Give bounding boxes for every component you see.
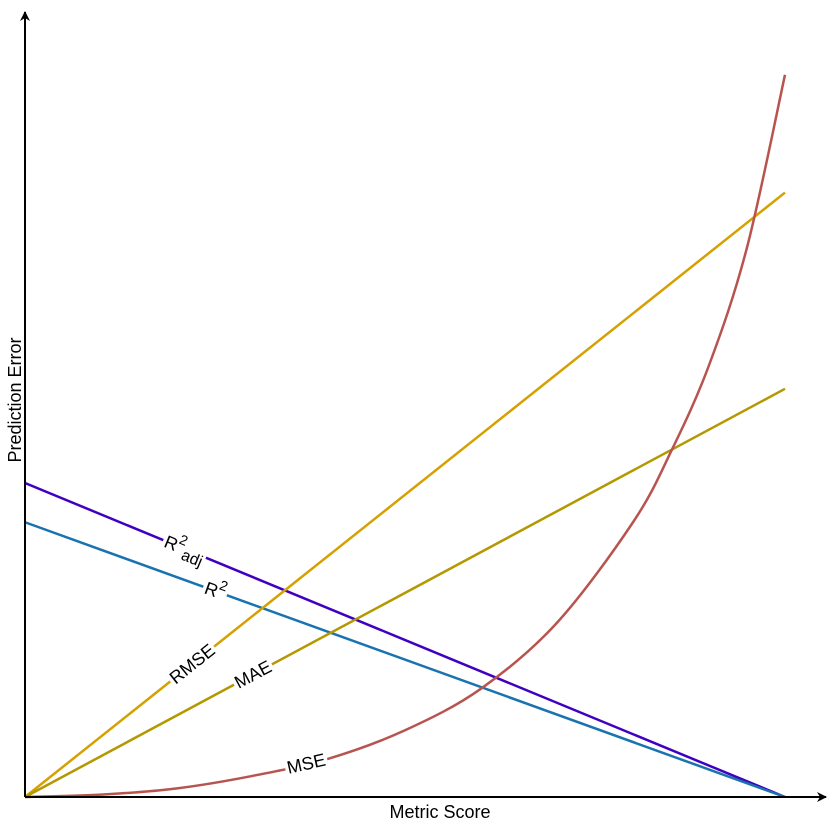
label-background (283, 752, 329, 776)
y-axis-title: Prediction Error (5, 337, 25, 462)
series-line-mse (24, 74, 787, 799)
series-label-text: R2 (202, 572, 231, 604)
label-main: RMSE (166, 640, 219, 688)
series-line-r2 (24, 521, 786, 799)
series-label-mae: MAE (230, 656, 276, 693)
series-label-r2: R2 (200, 572, 232, 604)
series-label-r2adj: R2adj (158, 528, 211, 571)
series-label-mse: MSE (283, 750, 329, 778)
label-background (158, 528, 211, 569)
series-label-rmse: RMSE (165, 640, 219, 688)
label-background (230, 658, 276, 691)
series-label-text: MSE (285, 750, 327, 778)
label-main: MAE (231, 656, 275, 692)
series-line-mae (24, 387, 786, 799)
x-axis-title: Metric Score (389, 802, 490, 822)
series-label-text: RMSE (166, 640, 219, 688)
series-label-text: MAE (231, 656, 275, 692)
label-main: MSE (285, 750, 327, 778)
label-main: R (202, 578, 221, 601)
label-background (200, 574, 232, 602)
series-layer (24, 74, 787, 799)
series-line-rmse (24, 191, 786, 798)
series-line-r2adj (24, 481, 786, 799)
label-subscript: adj (179, 547, 205, 571)
label-background (165, 641, 219, 687)
